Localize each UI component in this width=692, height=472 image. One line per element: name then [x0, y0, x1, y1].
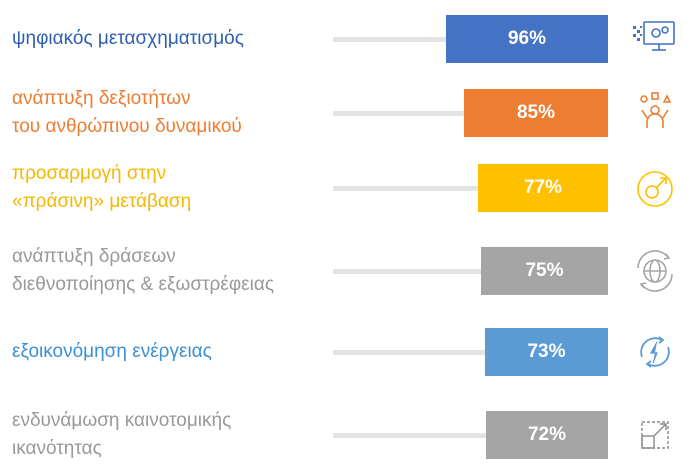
green-transition-icon	[630, 163, 680, 213]
innovation-expand-icon	[630, 410, 680, 460]
data-label: 96%	[507, 28, 547, 49]
data-label: 85%	[516, 102, 556, 123]
data-label: 77%	[523, 177, 563, 198]
bar: 73%	[485, 328, 608, 376]
bar-track	[333, 350, 608, 355]
category-label: εξοικονόμηση ενέργειας	[12, 341, 212, 362]
bar: 85%	[464, 89, 608, 137]
category-label: ανάπτυξη δεξιοτήτων του ανθρώπινου δυναμ…	[12, 88, 242, 137]
bar: 75%	[481, 247, 608, 295]
category-label: ενδυνάμωση καινοτομικής ικανότητας	[12, 410, 232, 459]
data-label: 75%	[525, 260, 564, 281]
data-label: 73%	[527, 341, 566, 362]
category-label: προσαρμογή στην «πράσινη» μετάβαση	[12, 163, 192, 212]
bar: 96%	[446, 15, 608, 63]
digital-transformation-icon	[630, 14, 680, 64]
bar-track	[333, 186, 608, 191]
bar-track	[333, 269, 608, 274]
people-skills-icon	[630, 88, 680, 138]
bar: 77%	[478, 164, 608, 212]
category-label: ψηφιακός μετασχηματισμός	[12, 28, 244, 49]
energy-saving-icon	[630, 327, 680, 377]
bar-track	[333, 433, 608, 438]
data-label: 72%	[527, 424, 567, 445]
bar: 72%	[486, 411, 608, 459]
globe-international-icon	[630, 246, 680, 296]
category-label: ανάπτυξη δράσεων διεθνοποίησης & εξωστρέ…	[12, 246, 274, 295]
